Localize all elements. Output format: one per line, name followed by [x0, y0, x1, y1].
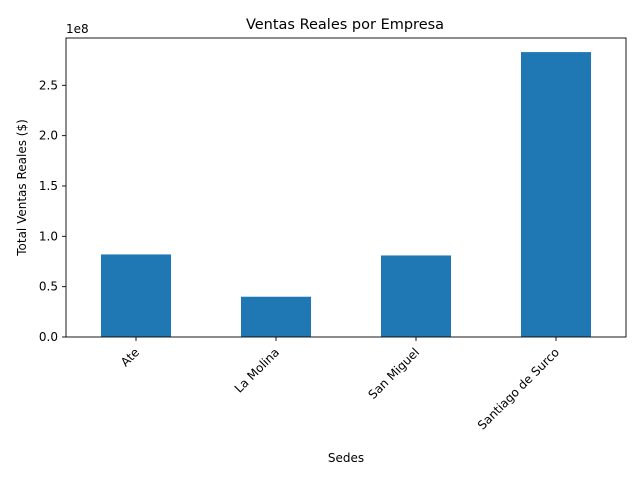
y-axis-label: Total Ventas Reales ($): [15, 119, 29, 257]
y-tick-label-1: 0.5: [39, 280, 58, 294]
bar-3: [521, 52, 591, 338]
x-tick-label-2: San Miguel: [366, 345, 423, 402]
chart-title: Ventas Reales por Empresa: [246, 17, 444, 33]
bar-2: [381, 255, 451, 337]
bar-0: [101, 254, 171, 337]
x-axis-label: Sedes: [328, 451, 364, 465]
x-tick-label-0: Ate: [118, 345, 142, 369]
y-tick-label-2: 1.0: [39, 229, 58, 243]
x-tick-label-1: La Molina: [232, 345, 282, 395]
bars-group: [101, 52, 591, 338]
y-tick-label-5: 2.5: [39, 78, 58, 92]
y-axis-ticks: 0.0 0.5 1.0 1.5 2.0 2.5: [39, 78, 66, 344]
plot-frame: [65, 37, 627, 338]
y-scale-label: 1e8: [66, 22, 89, 36]
bar-1: [241, 296, 311, 337]
y-tick-label-3: 1.5: [39, 179, 58, 193]
y-tick-label-0: 0.0: [39, 330, 58, 344]
x-axis-ticks: Ate La Molina San Miguel Santiago de Surco: [118, 337, 562, 432]
y-tick-label-4: 2.0: [39, 129, 58, 143]
x-tick-label-3: Santiago de Surco: [475, 345, 562, 432]
